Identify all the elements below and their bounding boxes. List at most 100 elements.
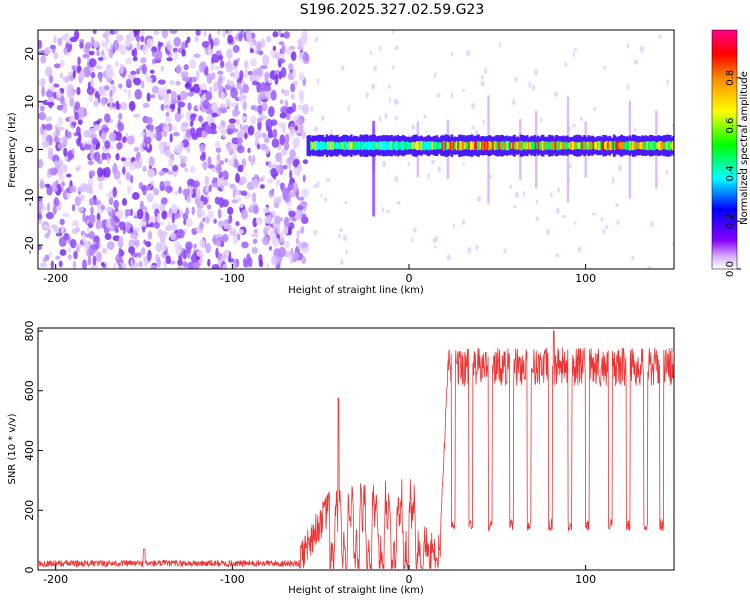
spectrogram-cell xyxy=(181,41,186,51)
spectrogram-cell xyxy=(102,90,107,97)
spectrogram-cell xyxy=(214,196,221,205)
spectrogram-cell xyxy=(270,167,277,178)
spectrogram-cell xyxy=(264,90,272,100)
spectrogram-cell xyxy=(180,162,187,168)
spectrogram-cell xyxy=(82,259,88,269)
spectrogram-cell xyxy=(235,172,240,184)
spectrogram-cell xyxy=(117,122,124,132)
spectrogram-cell xyxy=(278,246,286,258)
spectrogram-cell xyxy=(384,142,388,149)
colorbar-tick-label: 0.0 xyxy=(725,261,736,277)
spectrogram-cell xyxy=(411,124,415,130)
spectrogram-cell xyxy=(368,141,371,151)
spectrogram-cell xyxy=(612,140,615,151)
spectrogram-cell xyxy=(122,136,127,143)
spectrogram-cell xyxy=(283,31,290,39)
spectrogram-cell xyxy=(486,141,489,151)
spectrogram-cell xyxy=(219,107,228,114)
spectrogram-cell xyxy=(401,141,405,151)
spectrogram-cell xyxy=(256,143,261,150)
spectrogram-cell xyxy=(618,142,621,149)
spectrogram-cell xyxy=(205,91,213,101)
spectrogram-cell xyxy=(67,235,71,244)
spectrogram-cell xyxy=(567,142,570,149)
spectrogram-cell xyxy=(579,116,583,122)
spectrogram-cell xyxy=(268,189,275,198)
spectrogram-cell xyxy=(275,164,282,173)
spectrogram-cell xyxy=(293,167,301,174)
spectrogram-cell xyxy=(355,141,358,150)
spectrogram-cell xyxy=(549,192,553,198)
spectrogram-cell xyxy=(331,141,334,151)
spectrogram-cell xyxy=(44,123,53,131)
spectrogram-cell xyxy=(236,118,240,126)
spectrogram-cell xyxy=(204,175,210,186)
spectrogram-cell xyxy=(56,183,61,189)
spectrogram-cell xyxy=(274,215,281,225)
spectrogram-cell xyxy=(347,105,351,112)
spectrogram-cell xyxy=(327,141,330,151)
spectrogram-cell xyxy=(82,233,86,244)
spectrogram-cell xyxy=(183,64,189,71)
spectrogram-cell xyxy=(289,148,296,160)
spectrogram-cell xyxy=(292,137,301,148)
spectrogram-cell xyxy=(158,170,166,176)
spectrogram-cell xyxy=(115,153,120,161)
spectrogram-cell xyxy=(96,50,100,57)
spectrogram-cell xyxy=(189,165,196,174)
spectrogram-cell xyxy=(634,59,639,65)
spectrogram-cell xyxy=(103,113,111,123)
spectrogram-cell xyxy=(200,95,205,101)
spectrogram-cell xyxy=(207,48,212,56)
spectrogram-cell xyxy=(235,221,240,227)
spectrogram-cell xyxy=(466,141,470,150)
spectrogram-cell xyxy=(283,216,290,228)
spectrogram-cell xyxy=(236,145,245,154)
spectrogram-cell xyxy=(89,207,94,213)
spectrogram-cell xyxy=(44,116,53,122)
spectrogram-cell xyxy=(167,170,173,175)
spectrogram-cell xyxy=(452,223,455,229)
spectrogram-cell xyxy=(291,182,299,193)
spectrogram-cell xyxy=(555,253,560,258)
spectrogram-cell xyxy=(256,41,262,51)
spectrogram-cell xyxy=(312,142,316,149)
spectrogram-cell xyxy=(194,196,202,205)
spectrogram-cell xyxy=(457,141,460,151)
snr-y-ticks: 0 200 400 600 800 xyxy=(23,320,43,574)
spectrogram-cell xyxy=(48,75,54,84)
spectrogram-cell xyxy=(94,97,99,108)
spectrogram-cell xyxy=(90,244,98,250)
spectrogram-cell xyxy=(173,190,179,196)
spectrogram-cell xyxy=(423,140,426,151)
spectrogram-cell xyxy=(653,141,656,151)
spectrogram-cell xyxy=(300,33,308,44)
spectrogram-cell xyxy=(182,188,190,197)
spectrogram-cell xyxy=(310,141,313,151)
spectrogram-cell xyxy=(38,203,43,211)
spectrogram-cell xyxy=(267,133,274,139)
spectrogram-cell xyxy=(386,141,389,151)
spectrogram-cell xyxy=(326,177,330,182)
spectrogram-cell xyxy=(587,141,590,150)
spectrogram-cell xyxy=(255,217,263,226)
spectrogram-cell xyxy=(383,141,386,151)
spectrogram-cell xyxy=(224,84,231,91)
spectrogram-cell xyxy=(104,232,112,240)
spectrogram-cell xyxy=(225,63,232,68)
spectrogram-cell xyxy=(239,123,243,130)
spectrogram-cell xyxy=(572,142,576,149)
spectrogram-cell xyxy=(130,234,138,239)
spectrogram-cell xyxy=(187,261,195,269)
spectrogram-cell xyxy=(212,167,216,173)
spectrogram-cell xyxy=(421,142,424,149)
spectrogram-cell xyxy=(241,241,249,249)
spectrogram-cell xyxy=(553,141,556,150)
spectrogram-cell xyxy=(155,242,163,253)
spectrogram-cell xyxy=(199,221,204,231)
spectrogram-cell xyxy=(365,141,368,150)
spectrogram-cell xyxy=(210,104,219,112)
spectrogram-cell xyxy=(203,99,210,110)
